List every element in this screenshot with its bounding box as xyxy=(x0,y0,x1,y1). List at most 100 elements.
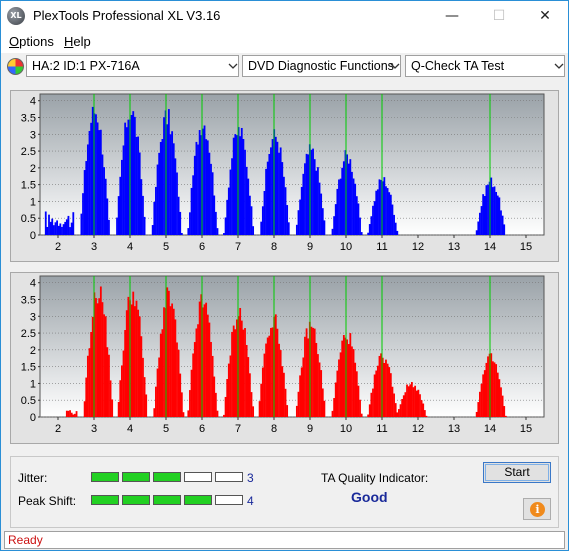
chart-bar xyxy=(351,171,353,235)
chart-bar xyxy=(278,343,280,417)
chart-bar xyxy=(70,412,73,417)
x-tick-label: 2 xyxy=(55,423,61,435)
chart-bar xyxy=(352,349,355,417)
y-tick-label: 3.5 xyxy=(21,295,36,307)
chart-bar xyxy=(373,374,376,417)
chart-bar xyxy=(279,147,282,235)
jitter-label: Jitter: xyxy=(18,471,48,485)
chart-bar xyxy=(359,217,361,235)
x-tick-label: 13 xyxy=(448,423,460,435)
chart-bar xyxy=(145,394,148,417)
chart-bar xyxy=(205,302,208,417)
chart-bar xyxy=(48,214,50,235)
chart-bar xyxy=(342,335,345,417)
chart-bar xyxy=(312,148,314,235)
menu-options[interactable]: Options xyxy=(9,34,54,49)
chart-bar xyxy=(331,228,334,235)
chart-bar xyxy=(132,111,135,235)
chart-bar xyxy=(388,367,391,417)
chart-bar xyxy=(166,287,169,417)
x-tick-label: 15 xyxy=(520,423,532,435)
chart-bar xyxy=(159,141,162,235)
chart-bar xyxy=(375,370,378,417)
chart-bar xyxy=(286,405,289,417)
chart-bar xyxy=(485,185,488,235)
chart-bar xyxy=(169,306,172,417)
x-tick-label: 9 xyxy=(307,241,313,253)
y-tick-label: 0 xyxy=(30,230,36,242)
ta-quality-value: Good xyxy=(351,489,388,505)
chart-bar xyxy=(180,232,183,235)
chart-bar xyxy=(274,314,277,417)
chart-bar xyxy=(223,414,225,417)
chart-bar xyxy=(349,333,352,417)
chart-bar xyxy=(206,314,209,417)
chart-bar xyxy=(370,392,373,417)
chart-bar xyxy=(214,392,217,417)
chart-bar xyxy=(224,217,227,235)
status-bar: Ready xyxy=(4,531,565,549)
chart-bar xyxy=(338,359,340,417)
chart-bar xyxy=(203,125,206,235)
chart-bar xyxy=(95,298,97,417)
disc-drive-icon xyxy=(7,58,24,75)
menu-help[interactable]: Help xyxy=(64,34,91,49)
chart-bar xyxy=(65,219,68,235)
info-button[interactable]: i xyxy=(523,498,551,520)
chart-bar xyxy=(299,199,301,235)
chart-bar xyxy=(151,225,154,235)
peak-shift-chart: 4 3.5 3 2.5 2 1.5 1 0.5 0 2 3 4 5 6 7 8 9 10 11 12 13 14 15 xyxy=(21,275,545,435)
drive-select[interactable]: HA:2 ID:1 PX-716A xyxy=(26,55,239,77)
chart-bar xyxy=(122,350,125,417)
chart-bar xyxy=(142,195,144,235)
chart-bar xyxy=(376,365,379,417)
chart-bar xyxy=(491,187,494,235)
close-button[interactable]: ✕ xyxy=(539,8,551,24)
chart-bar xyxy=(122,145,125,235)
chart-bar xyxy=(91,316,94,417)
chart-bar xyxy=(417,389,420,417)
chart-bar xyxy=(304,163,306,235)
chart-bar xyxy=(380,353,382,417)
chart-bar xyxy=(410,382,413,417)
chart-bar xyxy=(341,167,344,235)
chart-bar xyxy=(493,186,496,235)
chart-bar xyxy=(501,395,504,417)
chart-bar xyxy=(323,400,326,417)
chart-bar xyxy=(367,232,370,235)
chart-bar xyxy=(268,153,271,235)
chart-bar xyxy=(187,410,190,417)
chart-bar xyxy=(227,363,230,417)
chart-bar xyxy=(95,114,97,235)
chart-bar xyxy=(389,373,392,417)
chart-bar xyxy=(127,119,130,235)
chart-bar xyxy=(72,414,75,417)
chart-bar xyxy=(375,190,378,235)
chart-bar xyxy=(117,196,120,235)
chart-bar xyxy=(171,131,174,235)
chart-bar xyxy=(208,322,211,417)
chart-bar xyxy=(174,319,177,417)
test-select[interactable]: Q-Check TA Test xyxy=(405,55,565,77)
plot-area xyxy=(39,93,545,236)
chart-bar xyxy=(260,221,263,235)
function-select[interactable]: DVD Diagnostic Functions xyxy=(242,55,401,77)
chart-bar xyxy=(389,194,392,235)
chart-bar xyxy=(138,152,141,235)
chart-bar xyxy=(496,195,499,235)
x-tick-label: 13 xyxy=(448,241,460,253)
chart-bar xyxy=(302,357,305,417)
start-button[interactable]: Start xyxy=(483,462,551,483)
chart-bar xyxy=(475,230,478,235)
minimize-button[interactable]: — xyxy=(445,8,459,24)
y-tick-label: 0.5 xyxy=(21,213,36,225)
chart-bar xyxy=(86,355,89,417)
chart-bar xyxy=(372,205,374,235)
y-tick-label: 0.5 xyxy=(21,395,36,407)
chart-bar xyxy=(143,377,146,417)
maximize-button[interactable]: ☐ xyxy=(492,8,506,24)
x-tick-label: 8 xyxy=(271,241,277,253)
chart-bar xyxy=(216,228,219,235)
chart-bar xyxy=(266,161,269,235)
chart-bar xyxy=(200,135,203,235)
